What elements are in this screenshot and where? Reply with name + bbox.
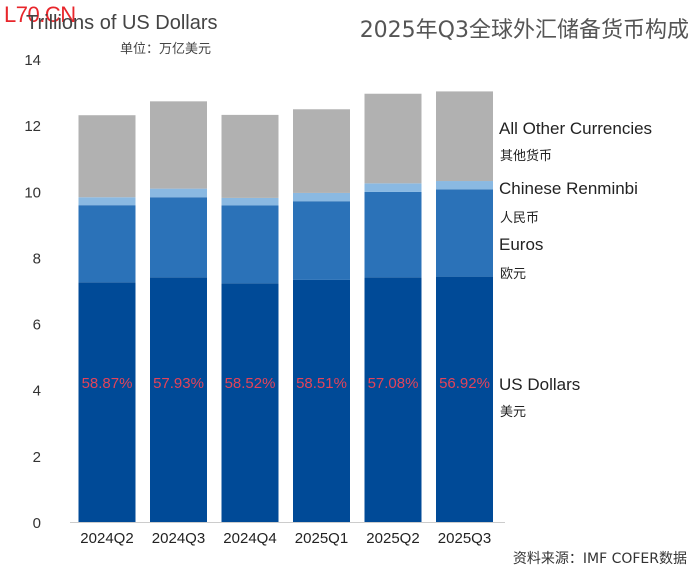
x-tick-label: 2024Q2 bbox=[80, 530, 133, 547]
x-tick-label: 2024Q4 bbox=[223, 530, 276, 547]
x-tick-label: 2024Q3 bbox=[152, 530, 205, 547]
bar-segment-usd bbox=[293, 279, 350, 522]
legend-label-other-zh: 其他货币 bbox=[500, 149, 553, 164]
bar-segment-rmb bbox=[364, 183, 422, 192]
bar-segment-rmb bbox=[150, 188, 207, 198]
y-tick-label: 12 bbox=[24, 118, 41, 135]
bar-segment-rmb bbox=[221, 197, 279, 206]
y-tick-label: 6 bbox=[33, 317, 41, 334]
x-tick-label: 2025Q2 bbox=[366, 530, 419, 547]
y-tick-label: 14 bbox=[24, 52, 41, 69]
bar-segment-usd bbox=[364, 277, 422, 522]
bar-segment-euro bbox=[364, 191, 422, 278]
data-label: 57.08% bbox=[368, 375, 419, 392]
legend-label-rmb-zh: 人民币 bbox=[500, 211, 540, 226]
data-label: 56.92% bbox=[439, 375, 490, 392]
source-note: 资料来源：IMF COFER数据 bbox=[512, 551, 687, 567]
legend-label-usd-zh: 美元 bbox=[500, 405, 527, 420]
y-tick-label: 8 bbox=[33, 250, 41, 267]
bar-segment-usd bbox=[150, 277, 207, 522]
bar-segment-usd bbox=[78, 282, 136, 522]
y-tick-label: 4 bbox=[33, 383, 41, 400]
bar-segment-usd bbox=[436, 276, 493, 522]
bar-segment-euro bbox=[293, 201, 350, 280]
bar-segment-other bbox=[78, 115, 136, 198]
y-axis-unit: 单位：万亿美元 bbox=[120, 42, 212, 57]
data-label: 58.51% bbox=[296, 375, 347, 392]
y-tick-label: 2 bbox=[33, 449, 41, 466]
data-label: 57.93% bbox=[153, 375, 204, 392]
watermark: L70.CN bbox=[4, 2, 76, 27]
chart-title: 2025年Q3全球外汇储备货币构成 bbox=[359, 18, 689, 43]
legend-label-usd: US Dollars bbox=[499, 375, 581, 394]
bar-segment-euro bbox=[221, 205, 279, 284]
legend-label-euros: Euros bbox=[499, 235, 544, 254]
legend-label-rmb: Chinese Renminbi bbox=[499, 179, 638, 198]
legend-label-euros-zh: 欧元 bbox=[500, 267, 527, 282]
y-tick-label: 10 bbox=[24, 184, 41, 201]
x-tick-label: 2025Q1 bbox=[295, 530, 348, 547]
x-tick-label: 2025Q3 bbox=[438, 530, 491, 547]
data-label: 58.87% bbox=[82, 375, 133, 392]
bar-segment-other bbox=[364, 93, 422, 184]
bar-segment-rmb bbox=[293, 192, 350, 202]
bar-segment-rmb bbox=[78, 197, 136, 206]
bar-segment-other bbox=[221, 114, 279, 198]
bar-segment-other bbox=[293, 109, 350, 193]
bar-segment-usd bbox=[221, 283, 279, 522]
bar-segment-euro bbox=[150, 197, 207, 278]
y-axis-title: Trillions of US Dollars bbox=[26, 12, 218, 34]
bar-segment-other bbox=[150, 101, 207, 189]
legend-label-other: All Other Currencies bbox=[499, 119, 653, 138]
data-label: 58.52% bbox=[225, 375, 276, 392]
bar-segment-rmb bbox=[436, 181, 493, 190]
y-tick-label: 0 bbox=[33, 515, 41, 532]
bar-segment-euro bbox=[78, 205, 136, 283]
bar-segment-euro bbox=[436, 189, 493, 277]
bar-segment-other bbox=[436, 91, 493, 182]
